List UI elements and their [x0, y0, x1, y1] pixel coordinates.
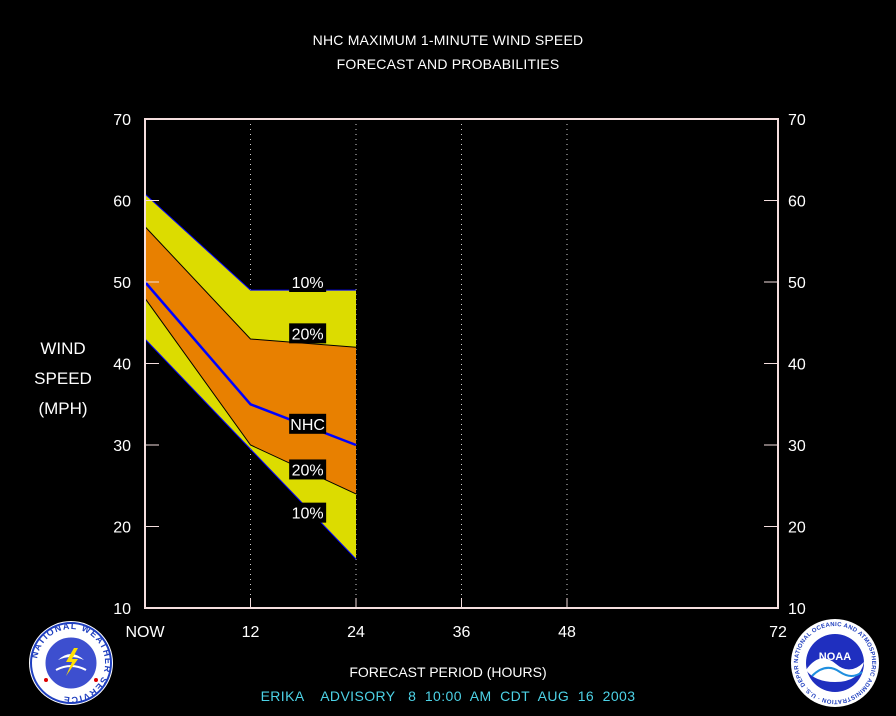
x-axis-ticks: NOW 12 24 36 48 72	[125, 598, 787, 641]
series-line-upper_20	[144, 226, 357, 348]
annotation-box-0	[289, 272, 327, 292]
y-tick-label-right-20: 20	[788, 520, 806, 537]
y-tick-label-right-10: 10	[788, 601, 806, 618]
y-tick-label-right-30: 30	[788, 438, 806, 455]
noaa-logo-text: NOAA	[819, 651, 851, 663]
y-axis-ticks: 10 10 20 20 30 30 40 40 50 50 60 60 70 70	[113, 112, 806, 618]
annotation-box-4	[289, 502, 327, 523]
annotation-label-1: 20%	[292, 326, 324, 343]
annotation-box-2	[289, 413, 327, 434]
y-tick-label-left-40: 40	[113, 357, 131, 374]
y-tick-label-left-30: 30	[113, 438, 131, 455]
y-tick-label-right-50: 50	[788, 275, 806, 292]
y-tick-label-left-20: 20	[113, 520, 131, 537]
y-axis-label-line-2: SPEED	[34, 369, 92, 388]
x-tick-label-72: 72	[769, 624, 787, 641]
annotation-label-4: 10%	[292, 506, 324, 523]
x-axis-label: FORECAST PERIOD (HOURS)	[349, 664, 547, 680]
x-tick-label-now: NOW	[125, 624, 165, 641]
annotation-label-0: 10%	[292, 275, 324, 292]
x-tick-label-12: 12	[242, 624, 260, 641]
chart-title: NHC MAXIMUM 1-MINUTE WIND SPEED	[312, 32, 584, 48]
annotation-box-3	[289, 459, 327, 480]
annotation-box-1	[289, 323, 327, 344]
nws-seal-icon: NATIONAL WEATHER SERVICE	[29, 621, 113, 705]
y-axis-label-line-1: WIND	[40, 339, 86, 358]
noaa-seal-icon: NATIONAL OCEANIC AND ATMOSPHERIC ADMINIS…	[790, 618, 879, 707]
advisory-line: ERIKA ADVISORY 8 10:00 AM CDT AUG 16 200…	[260, 688, 636, 704]
y-tick-label-left-70: 70	[113, 112, 131, 129]
band-annotations: 10% 20% NHC 20% 10%	[289, 272, 327, 523]
x-tick-label-24: 24	[347, 624, 365, 641]
chart-subtitle: FORECAST AND PROBABILITIES	[336, 56, 560, 72]
x-tick-label-36: 36	[453, 624, 471, 641]
y-tick-label-left-50: 50	[113, 275, 131, 292]
y-tick-label-right-70: 70	[788, 112, 806, 129]
annotation-label-3: 20%	[292, 462, 324, 479]
y-tick-label-right-60: 60	[788, 194, 806, 211]
y-tick-label-left-10: 10	[113, 601, 131, 618]
y-tick-label-right-40: 40	[788, 357, 806, 374]
x-tick-label-48: 48	[558, 624, 576, 641]
y-axis-label-line-3: (MPH)	[38, 399, 88, 418]
annotation-label-2: NHC	[290, 417, 325, 434]
y-tick-label-left-60: 60	[113, 194, 131, 211]
